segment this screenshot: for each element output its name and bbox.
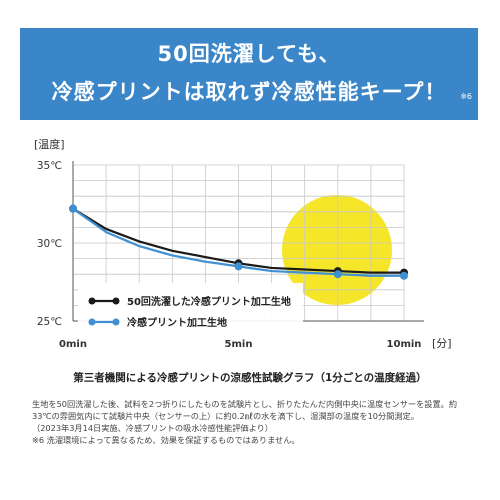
footnote-line: 33℃の雰囲気内にて試験片中央（センサーの上）に約0.2㎖の水を滴下し、湿潤部の…	[32, 411, 419, 421]
series-2-point	[400, 271, 408, 280]
footnote-line: （2023年3月14日実施、冷感プリントの吸水冷感性能評価より）	[32, 423, 273, 433]
x-tick-label: 0min	[59, 339, 87, 350]
legend-swatch-dot	[112, 318, 120, 326]
headline-footnote-mark: ※6	[460, 92, 472, 101]
series-2-point	[234, 262, 243, 271]
y-axis-label: [温度]	[34, 137, 65, 151]
y-tick-label: 30℃	[37, 238, 62, 250]
legend-swatch-dot	[88, 318, 96, 326]
footnotes: 生地を50回洗濯した後、試料を2つ折りにしたものを試験片とし、折りたたんだ内側中…	[32, 398, 472, 446]
legend-label: 50回洗濯した冷感プリント加工生地	[127, 295, 291, 308]
x-axis-unit-label: [分]	[432, 337, 452, 350]
headline-line-1: 50回洗濯しても、	[157, 42, 341, 66]
footnote-line: 生地を50回洗濯した後、試料を2つ折りにしたものを試験片とし、折りたたんだ内側中…	[32, 399, 458, 409]
legend-box	[78, 283, 303, 335]
legend-swatch-dot	[88, 297, 96, 305]
legend-swatch-dot	[112, 297, 120, 305]
legend-label: 冷感プリント加工生地	[127, 316, 227, 329]
x-tick-label: 5min	[225, 339, 253, 350]
chart-caption: 第三者機関による冷感プリントの涼感性試験グラフ（1分ごとの温度経過）	[73, 372, 427, 384]
headline-line-2: 冷感プリントは取れず冷感性能キープ！	[51, 80, 447, 104]
temperature-chart: [温度] [分] 35℃ 30℃ 25℃ 0min 5min 10min 50回洗濯した冷感プリ…	[34, 137, 452, 350]
highlight-circle	[282, 195, 392, 305]
footnote-line: ※6 洗濯環境によって異なるため、効果を保証するものではありません。	[32, 435, 300, 445]
y-tick-label: 25℃	[37, 316, 62, 328]
headline-banner: 50回洗濯しても、 冷感プリントは取れず冷感性能キープ！ ※6	[20, 28, 478, 120]
series-2-point	[69, 204, 77, 213]
x-tick-label: 10min	[387, 339, 422, 350]
series-2-point	[333, 270, 342, 279]
y-tick-label: 35℃	[37, 160, 62, 172]
